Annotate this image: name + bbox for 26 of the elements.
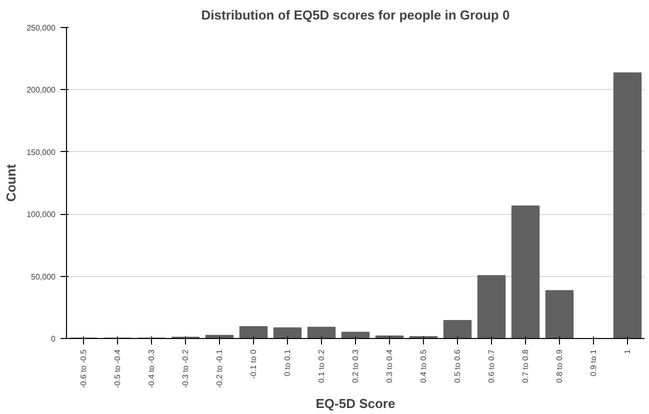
- y-tick-label: 50,000: [31, 272, 56, 282]
- x-axis-title: EQ-5D Score: [316, 396, 396, 412]
- x-tick-label: 0.1 to 0.2: [317, 348, 326, 383]
- x-tick-label: 0.6 to 0.7: [487, 348, 496, 383]
- y-tick-label: 200,000: [26, 86, 56, 95]
- y-tick-label: 0: [51, 334, 56, 344]
- x-tick-label: 0.4 to 0.5: [419, 348, 428, 383]
- x-tick-label: 0.3 to 0.4: [385, 348, 394, 383]
- x-tick-label: 0.8 to 0.9: [555, 348, 564, 383]
- x-tick-label: -0.5 to -0.4: [113, 348, 122, 388]
- chart-title: Distribution of EQ5D scores for people in Group 0: [201, 8, 510, 22]
- y-tick-label: 250,000: [26, 24, 56, 32]
- y-axis-title: Count: [4, 164, 19, 202]
- x-tick-label: -0.6 to -0.5: [79, 348, 88, 388]
- x-tick-label: -0.3 to -0.2: [181, 348, 190, 388]
- x-tick-label: 0.2 to 0.3: [351, 348, 360, 383]
- x-tick-label: 0.5 to 0.6: [453, 348, 462, 383]
- x-tick-label: 0 to 0.1: [283, 348, 292, 376]
- y-tick-label: 100,000: [26, 210, 56, 220]
- x-tick-label: -0.4 to -0.3: [147, 348, 156, 388]
- y-tick-label: 150,000: [26, 148, 56, 157]
- x-tick-label: -0.1 to 0: [249, 348, 258, 379]
- x-tick-label: 0.7 to 0.8: [521, 348, 530, 383]
- x-tick-label: 1: [623, 348, 632, 354]
- x-tick-label: -0.2 to -0.1: [215, 348, 224, 388]
- x-tick-label: 0.9 to 1: [589, 348, 598, 376]
